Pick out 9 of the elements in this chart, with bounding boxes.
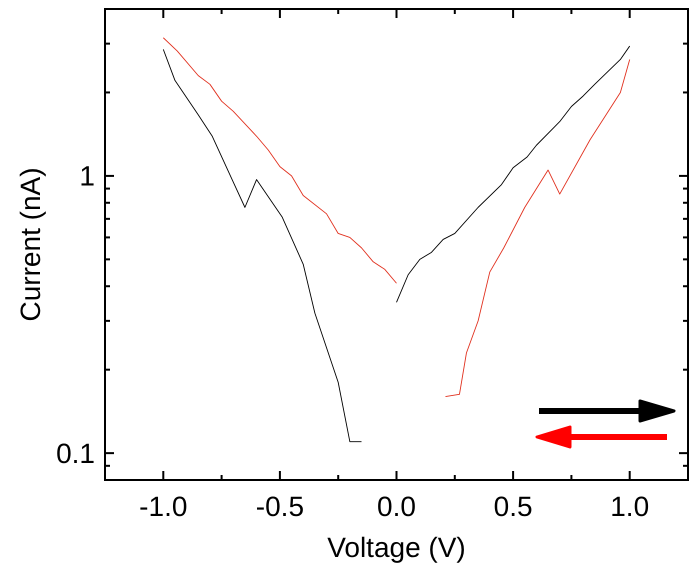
x-tick-label: -0.5 (256, 491, 304, 522)
y-tick-label: 1 (79, 160, 95, 192)
x-tick-label: 0.0 (377, 491, 416, 522)
x-axis-title: Voltage (V) (327, 532, 466, 563)
y-tick-label: 0.1 (56, 438, 95, 469)
x-tick-label: 0.5 (494, 491, 533, 522)
y-axis-title: Current (nA) (15, 167, 46, 322)
x-tick-label: 1.0 (610, 491, 650, 522)
x-tick-label: -1.0 (139, 491, 188, 522)
